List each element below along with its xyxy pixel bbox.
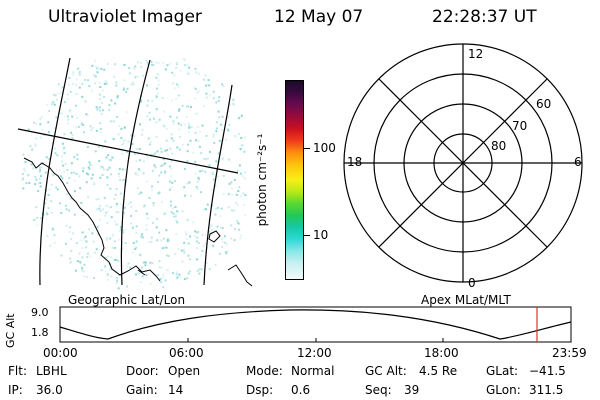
- info-gain-value: 14: [168, 383, 184, 397]
- mlt-label-6: 6: [574, 155, 582, 169]
- colorbar-tick-100: [304, 148, 310, 149]
- apex-polar-plot: [343, 43, 583, 283]
- info-gain-label: Gain:: [126, 383, 158, 397]
- mlt-label-18: 18: [347, 155, 363, 169]
- mlt-label-12: 12: [468, 47, 484, 61]
- date-label: 12 May 07: [274, 7, 364, 27]
- geographic-panel-title: Geographic Lat/Lon: [68, 293, 186, 307]
- timeline-y-axis-label: GC Alt: [4, 313, 17, 348]
- info-mode-value: Normal: [291, 364, 335, 378]
- colorbar-label-10: 10: [313, 228, 329, 242]
- timeline-y-tick-high: 9.0: [31, 306, 49, 319]
- info-door-label: Door:: [126, 364, 159, 378]
- mlat-label-60: 60: [536, 97, 552, 111]
- info-flt-label: Flt:: [8, 364, 27, 378]
- info-gcalt-value: 4.5 Re: [419, 364, 458, 378]
- info-gcalt-label: GC Alt:: [365, 364, 407, 378]
- timeline-x-tick-0000: 00:00: [43, 346, 78, 360]
- apex-panel-title: Apex MLat/MLT: [421, 293, 511, 307]
- timeline-y-tick-low: 1.8: [31, 326, 49, 339]
- info-seq-label: Seq:: [365, 383, 392, 397]
- geographic-map: [17, 57, 253, 290]
- colorbar-unit-label: photon cm⁻²s⁻¹: [255, 133, 269, 227]
- info-ip-label: IP:: [8, 383, 23, 397]
- info-glat-label: GLat:: [486, 364, 519, 378]
- info-glon-label: GLon:: [486, 383, 521, 397]
- info-dsp-label: Dsp:: [246, 383, 274, 397]
- altitude-curve: [59, 309, 572, 340]
- timeline-x-tick-1800: 18:00: [424, 346, 459, 360]
- info-glon-value: 311.5: [529, 383, 564, 397]
- uv-emission-speckles: [21, 58, 247, 290]
- mlat-label-80: 80: [491, 139, 507, 153]
- colorbar-tick-10: [304, 235, 310, 236]
- info-ip-value: 36.0: [36, 383, 63, 397]
- mlt-label-0: 0: [468, 276, 476, 290]
- timeline-plot: [59, 306, 572, 343]
- instrument-title: Ultraviolet Imager: [48, 7, 202, 27]
- timeline-x-tick-0600: 06:00: [169, 346, 204, 360]
- info-dsp-value: 0.6: [291, 383, 311, 397]
- info-flt-value: LBHL: [36, 364, 67, 378]
- info-mode-label: Mode:: [246, 364, 283, 378]
- timeline-x-tick-2359: 23:59: [552, 346, 587, 360]
- info-door-value: Open: [168, 364, 201, 378]
- colorbar-label-100: 100: [313, 141, 336, 155]
- info-glat-value: −41.5: [529, 364, 566, 378]
- timeline-x-tick-1200: 12:00: [297, 346, 332, 360]
- intensity-colorbar: [285, 80, 304, 280]
- mlat-label-70: 70: [512, 119, 528, 133]
- time-label: 22:28:37 UT: [432, 7, 537, 27]
- info-seq-value: 39: [404, 383, 420, 397]
